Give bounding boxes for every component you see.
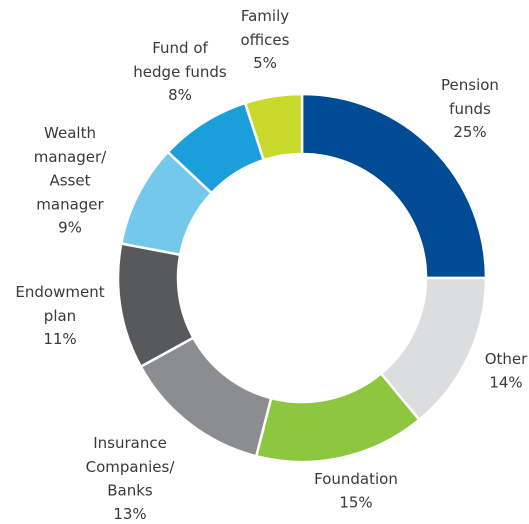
donut-segment [300, 92, 488, 280]
value-label: 13% [113, 505, 146, 523]
value-label: 8% [168, 86, 192, 104]
category-label: Fund of hedge funds [133, 39, 227, 81]
category-label: Endowment plan [15, 283, 104, 325]
value-label: 15% [339, 493, 372, 511]
label-line: Fund of [152, 39, 208, 57]
label-line: manager/ [34, 147, 107, 165]
label-line: Endowment [15, 283, 104, 301]
value-label: 11% [43, 330, 76, 348]
label-line: plan [44, 306, 76, 324]
category-label: Other [485, 350, 528, 368]
label-line: Insurance [93, 434, 167, 452]
value-label: 9% [58, 219, 82, 237]
label-line: Pension [441, 76, 499, 94]
label-line: manager [36, 195, 104, 213]
label-line: Foundation [314, 470, 398, 488]
category-label: Foundation [314, 470, 398, 488]
label-line: Other [485, 350, 528, 368]
value-label: 25% [453, 123, 486, 141]
label-line: Family [241, 7, 289, 25]
label-line: Companies/ [86, 457, 176, 475]
category-label: Pension funds [441, 76, 499, 118]
category-label: Insurance Companies/Banks [86, 434, 176, 500]
label-line: offices [241, 30, 290, 48]
label-line: Wealth [44, 124, 96, 142]
value-label: 14% [489, 373, 522, 391]
label-line: Banks [107, 481, 153, 499]
label-line: funds [449, 99, 491, 117]
category-label: Family offices [241, 7, 290, 49]
value-label: 5% [253, 54, 277, 72]
category-label: Wealth manager/Asset manager [34, 124, 107, 213]
donut-segment [243, 92, 304, 162]
label-line: hedge funds [133, 62, 227, 80]
label-line: Asset [49, 171, 90, 189]
